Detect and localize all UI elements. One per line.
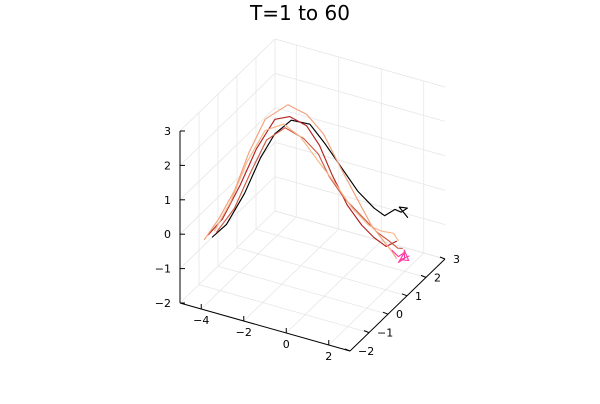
x-tick-label: −2 [236, 326, 252, 339]
grid-line [179, 141, 276, 235]
grid-line [255, 229, 427, 278]
grid-line [274, 73, 446, 122]
y-tick-mark [401, 293, 408, 297]
trajectory-line-3 [215, 127, 403, 249]
y-tick-label: 0 [396, 308, 403, 321]
trajectory-line-5 [214, 123, 399, 241]
trajectory-line-6 [391, 249, 410, 263]
grid-line [274, 38, 446, 88]
grid-line [274, 210, 446, 260]
y-tick-mark [344, 348, 351, 352]
grid-line [285, 240, 382, 334]
chart-title: T=1 to 60 [249, 1, 350, 25]
trajectory-line-4 [203, 104, 397, 259]
z-tick-label: 0 [164, 228, 171, 241]
grid-line [179, 38, 276, 132]
z-tick-label: 2 [164, 159, 171, 172]
grid-line [274, 141, 446, 191]
trace-layer [203, 104, 410, 263]
grid-line [179, 210, 276, 304]
z-tick-label: −1 [155, 263, 171, 276]
grid-line [236, 247, 408, 297]
y-tick-label: 1 [415, 290, 422, 303]
grid-line [274, 176, 446, 225]
grid-line [198, 284, 370, 333]
z-tick-label: 1 [164, 194, 171, 207]
trajectory-line-2 [207, 116, 397, 248]
x-tick-label: −4 [193, 314, 209, 327]
y-axis-line [349, 258, 446, 352]
y-tick-label: −1 [377, 327, 393, 340]
grid-line [179, 107, 276, 201]
x-axis-line [179, 302, 351, 352]
z-tick-label: 3 [164, 125, 171, 138]
grid-line [328, 252, 425, 346]
grid-line [179, 73, 276, 166]
y-tick-label: 3 [453, 253, 460, 266]
y-tick-label: 2 [434, 271, 441, 284]
y-tick-mark [439, 256, 446, 260]
y-tick-mark [420, 274, 427, 278]
z-tick-label: −2 [155, 297, 171, 310]
y-tick-label: −2 [358, 345, 374, 358]
x-tick-label: 2 [325, 350, 332, 363]
y-tick-mark [382, 311, 389, 315]
grid-line [200, 216, 297, 310]
y-tick-mark [363, 330, 370, 334]
grid-line [274, 107, 446, 157]
grid-line [217, 265, 389, 315]
x-tick-label: 0 [283, 338, 290, 351]
grid-layer [179, 38, 446, 352]
trajectory-line-1 [211, 119, 409, 238]
axis-layer [179, 130, 446, 352]
grid-line [243, 228, 340, 322]
